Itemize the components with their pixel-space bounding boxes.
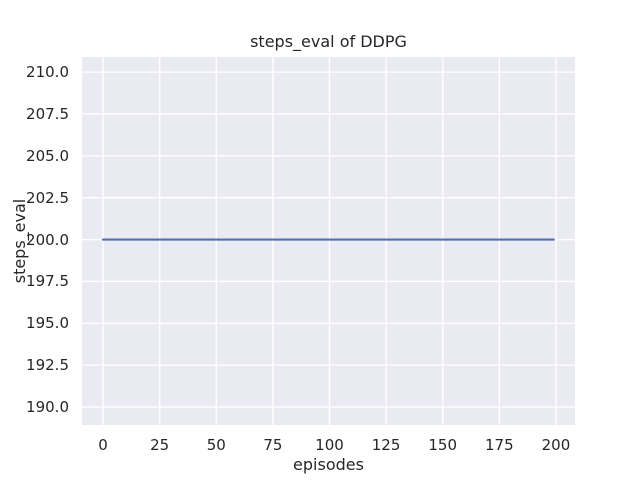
plot-canvas xyxy=(82,57,575,425)
plot-background xyxy=(82,57,575,425)
x-tick-label: 125 xyxy=(371,436,401,454)
y-tick-label: 205.0 xyxy=(26,146,69,165)
x-tick-label: 150 xyxy=(428,436,458,454)
plot-area xyxy=(82,57,575,425)
x-tick-label: 75 xyxy=(263,436,283,454)
x-tick-label: 50 xyxy=(206,436,226,454)
y-tick-label: 200.0 xyxy=(26,230,69,249)
x-tick-label: 100 xyxy=(315,436,344,454)
chart-title: steps_eval of DDPG xyxy=(250,32,407,51)
y-tick-label: 210.0 xyxy=(26,63,69,82)
y-tick-label: 195.0 xyxy=(26,314,69,333)
y-tick-label: 202.5 xyxy=(26,188,69,207)
y-tick-label: 197.5 xyxy=(26,272,69,291)
x-tick-label: 0 xyxy=(98,436,108,454)
y-tick-label: 190.0 xyxy=(26,398,69,417)
x-axis-label: episodes xyxy=(293,455,364,474)
x-tick-label: 200 xyxy=(541,436,571,454)
y-tick-label: 192.5 xyxy=(26,356,69,375)
x-tick-label: 25 xyxy=(150,436,170,454)
x-tick-label: 175 xyxy=(485,436,514,454)
y-tick-label: 207.5 xyxy=(26,104,69,123)
